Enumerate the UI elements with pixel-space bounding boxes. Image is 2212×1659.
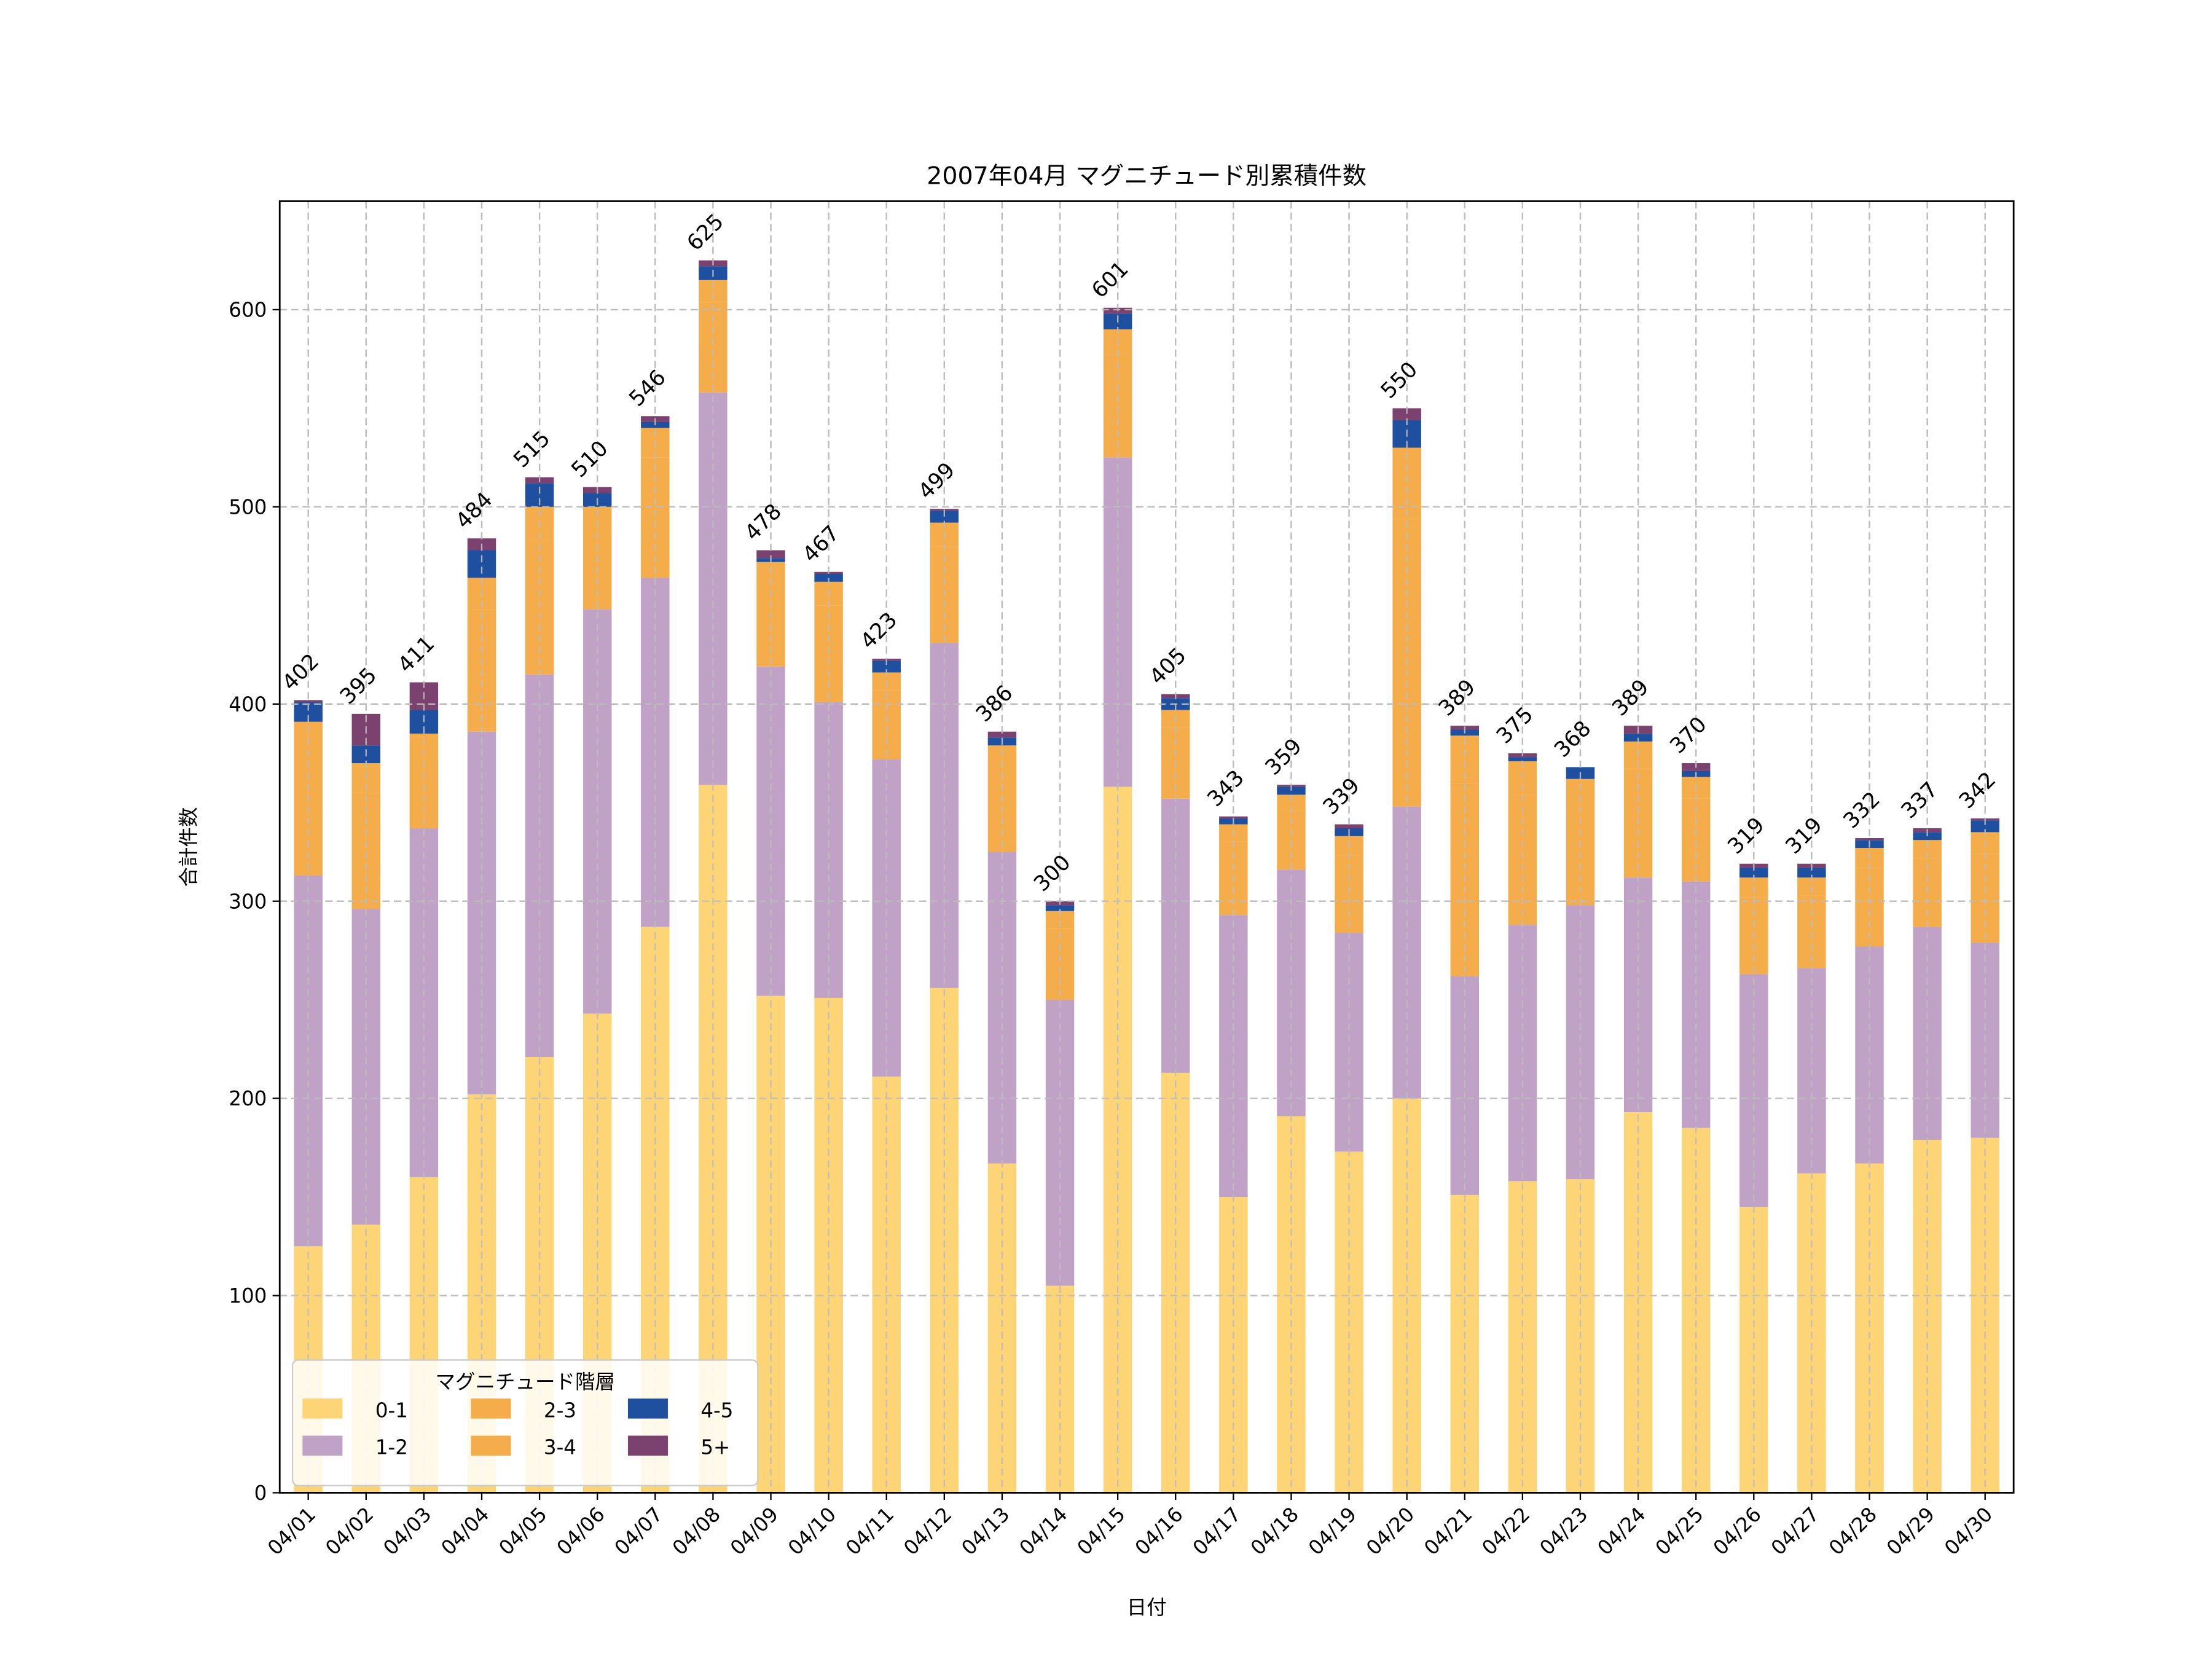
bar-segment-4-5 — [1739, 868, 1768, 878]
bar-segment-1-2 — [1392, 806, 1421, 1099]
legend-label-4-5: 4-5 — [700, 1398, 733, 1422]
y-tick-label: 200 — [229, 1087, 267, 1110]
bar-segment-5+ — [987, 731, 1017, 738]
bar-segment-4-5 — [1971, 820, 1999, 833]
bar-segment-2-3 — [872, 690, 901, 759]
legend: マグニチュード階層 0-1 1-2 2-3 3-4 4-5 5+ — [291, 1359, 759, 1486]
bar-segment-4-5 — [872, 661, 901, 673]
grid-overlay — [280, 201, 2014, 1494]
bar-segment-4-5 — [1508, 757, 1537, 761]
legend-swatch-5+ — [627, 1435, 668, 1456]
legend-label-3-4: 3-4 — [544, 1436, 576, 1459]
bar-segment-5+ — [756, 550, 785, 559]
legend-label-2-3: 2-3 — [544, 1398, 576, 1422]
legend-swatch-2-3 — [471, 1398, 511, 1419]
legend-label-0-1: 0-1 — [375, 1398, 408, 1422]
y-tick-label: 0 — [254, 1481, 267, 1505]
y-tick-label: 100 — [229, 1284, 267, 1308]
plot-frame — [278, 200, 2015, 1494]
bar-segment-0-1 — [1277, 1116, 1306, 1493]
legend-label-1-2: 1-2 — [375, 1436, 408, 1459]
bar-segment-1-2 — [814, 702, 843, 998]
legend-swatch-3-4 — [471, 1435, 511, 1456]
legend-swatch-1-2 — [302, 1435, 343, 1456]
y-tick-label: 500 — [229, 496, 267, 519]
bar-segment-5+ — [1855, 838, 1884, 841]
y-axis-label: 合計件数 — [177, 807, 200, 887]
bar-segment-5+ — [294, 700, 323, 702]
x-axis-label: 日付 — [1127, 1596, 1167, 1619]
legend-label-5+: 5+ — [700, 1436, 730, 1459]
bar-segment-4-5 — [814, 573, 843, 582]
y-tick-label: 400 — [229, 692, 267, 716]
bar-segment-2-3 — [1508, 794, 1537, 925]
legend-swatch-4-5 — [627, 1398, 668, 1419]
bar-segment-1-2 — [699, 392, 728, 785]
bar-segment-5+ — [1392, 408, 1421, 420]
y-tick-label: 300 — [229, 890, 267, 913]
bar-segment-1-2 — [1566, 905, 1595, 1180]
bar-segment-4-5 — [1045, 905, 1075, 911]
bar-segment-4-5 — [930, 511, 959, 523]
bar-segment-4-5 — [1797, 868, 1826, 878]
bar-segment-5+ — [1335, 824, 1363, 828]
bar-segment-2-3 — [1045, 928, 1075, 1000]
bar-segment-5+ — [1219, 816, 1248, 818]
bar-segment-4-5 — [1623, 733, 1653, 742]
chart-title: 2007年04月 マグニチュード別累積件数 — [927, 162, 1367, 190]
bar-segment-1-2 — [930, 643, 959, 988]
legend-title: マグニチュード階層 — [435, 1370, 615, 1394]
legend-swatch-0-1 — [302, 1398, 343, 1419]
y-tick-label: 600 — [229, 299, 267, 322]
bar-segment-4-5 — [1277, 786, 1306, 795]
bar-segment-2-3 — [1103, 355, 1132, 458]
